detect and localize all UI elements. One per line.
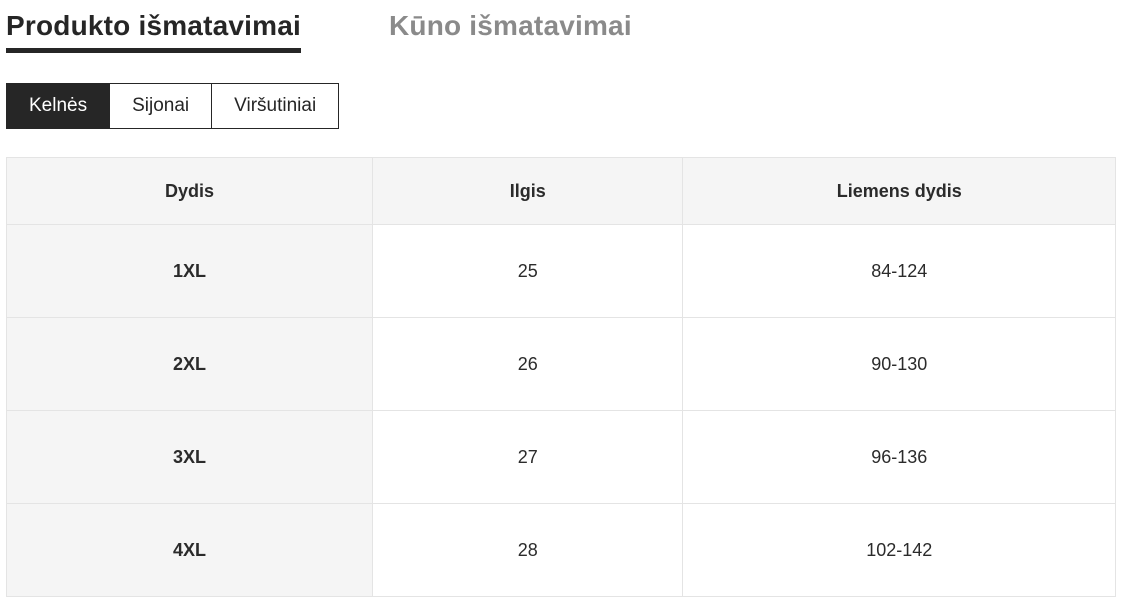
cell-waist: 96-136 bbox=[682, 410, 1116, 505]
tab-skirts[interactable]: Sijonai bbox=[109, 83, 213, 130]
cell-size: 3XL bbox=[6, 410, 373, 505]
cell-length: 25 bbox=[371, 224, 684, 319]
table-row: 4XL 28 102-142 bbox=[6, 503, 1116, 598]
table-row: 1XL 25 84-124 bbox=[6, 224, 1116, 319]
cell-size: 4XL bbox=[6, 503, 373, 598]
cell-length: 26 bbox=[371, 317, 684, 412]
table-row: 2XL 26 90-130 bbox=[6, 317, 1116, 412]
table-header-row: Dydis Ilgis Liemens dydis bbox=[6, 157, 1116, 226]
table-row: 3XL 27 96-136 bbox=[6, 410, 1116, 505]
header-waist: Liemens dydis bbox=[682, 157, 1116, 226]
cell-size: 2XL bbox=[6, 317, 373, 412]
measurement-type-tabs: Produkto išmatavimai Kūno išmatavimai bbox=[6, 10, 1121, 54]
header-size: Dydis bbox=[6, 157, 373, 226]
tab-pants[interactable]: Kelnės bbox=[6, 83, 111, 130]
cell-length: 27 bbox=[371, 410, 684, 505]
category-tabs: Kelnės Sijonai Viršutiniai bbox=[6, 83, 1121, 130]
tab-tops[interactable]: Viršutiniai bbox=[211, 83, 340, 130]
header-length: Ilgis bbox=[371, 157, 684, 226]
cell-waist: 102-142 bbox=[682, 503, 1116, 598]
size-table: Dydis Ilgis Liemens dydis 1XL 25 84-124 … bbox=[6, 157, 1116, 598]
cell-waist: 90-130 bbox=[682, 317, 1116, 412]
tab-product-measurements[interactable]: Produkto išmatavimai bbox=[6, 10, 301, 54]
cell-length: 28 bbox=[371, 503, 684, 598]
cell-waist: 84-124 bbox=[682, 224, 1116, 319]
cell-size: 1XL bbox=[6, 224, 373, 319]
tab-body-measurements[interactable]: Kūno išmatavimai bbox=[388, 10, 632, 41]
